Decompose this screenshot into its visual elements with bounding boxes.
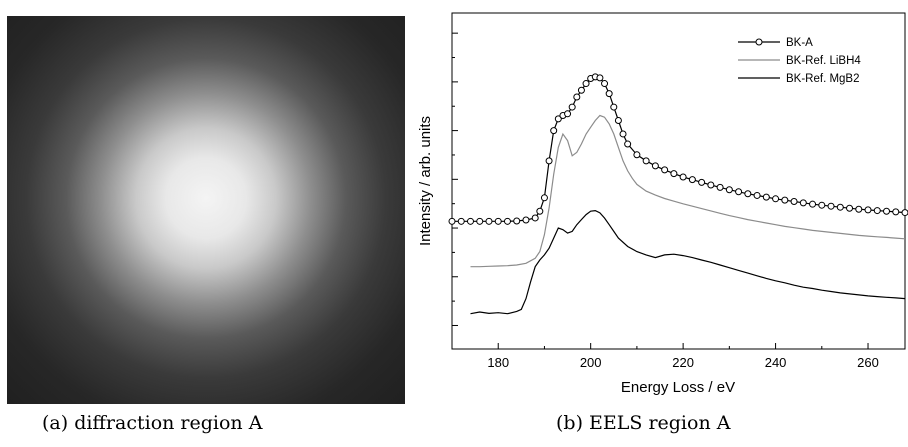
legend-marker-0 bbox=[755, 38, 763, 46]
x-axis-title: Energy Loss / eV bbox=[621, 379, 735, 396]
series-0-point bbox=[883, 207, 891, 215]
caption-a: (a) diffraction region A bbox=[42, 412, 263, 434]
series-0-point bbox=[485, 217, 493, 225]
series-0-point bbox=[790, 197, 798, 205]
series-group bbox=[448, 73, 908, 315]
diffraction-pattern-image bbox=[7, 16, 405, 404]
series-0-point bbox=[540, 194, 548, 202]
series-0-point bbox=[494, 217, 502, 225]
series-0-point bbox=[619, 130, 627, 138]
series-0-point bbox=[809, 200, 817, 208]
series-0-point bbox=[753, 191, 761, 199]
series-0-point bbox=[716, 183, 724, 191]
series-0-point bbox=[573, 93, 581, 101]
series-0-point bbox=[679, 173, 687, 181]
series-0-point bbox=[707, 181, 715, 189]
series-line-0 bbox=[452, 76, 906, 222]
series-0-point bbox=[582, 80, 590, 88]
series-0-point bbox=[735, 188, 743, 196]
series-0-point bbox=[744, 190, 752, 198]
series-0-point bbox=[698, 178, 706, 186]
series-0-point bbox=[818, 201, 826, 209]
x-tick-label-180: 180 bbox=[487, 355, 509, 370]
series-0-point bbox=[596, 74, 604, 82]
legend-label-1: BK-Ref. LiBH4 bbox=[786, 55, 861, 67]
series-0-point bbox=[605, 90, 613, 98]
series-0-point bbox=[457, 217, 465, 225]
x-tick-label-220: 220 bbox=[672, 355, 694, 370]
series-0-point bbox=[855, 205, 863, 213]
series-0-point bbox=[550, 127, 558, 135]
series-0-point bbox=[725, 186, 733, 194]
series-0-point bbox=[892, 208, 900, 216]
series-0-point bbox=[624, 140, 632, 148]
series-0-point bbox=[614, 117, 622, 125]
eels-chart: 180 200 220 240 260 Energy Loss / eV Intensi… bbox=[417, 12, 908, 396]
series-0-point bbox=[564, 110, 572, 118]
series-0-point bbox=[651, 162, 659, 170]
series-0-point bbox=[661, 166, 669, 174]
series-0-point bbox=[536, 207, 544, 215]
series-0-point bbox=[448, 217, 456, 225]
legend-label-0: BK-A bbox=[786, 37, 813, 49]
x-ticks: 180 200 220 240 260 bbox=[451, 343, 879, 370]
series-0-point bbox=[503, 217, 511, 225]
series-0-point bbox=[762, 193, 770, 201]
plot-area: 180 200 220 240 260 bbox=[448, 12, 908, 370]
series-0-point bbox=[781, 196, 789, 204]
series-0-point bbox=[846, 204, 854, 212]
series-0-point bbox=[577, 86, 585, 94]
series-0-point bbox=[610, 103, 618, 111]
series-0-point bbox=[466, 217, 474, 225]
series-0-point bbox=[545, 157, 553, 165]
plot-frame bbox=[451, 12, 906, 350]
series-0-point bbox=[901, 209, 908, 217]
y-axis-title: Intensity / arb. units bbox=[417, 116, 434, 246]
series-0-point bbox=[836, 203, 844, 211]
series-0-point bbox=[688, 176, 696, 184]
series-0-point bbox=[670, 170, 678, 178]
series-0-point bbox=[601, 80, 609, 88]
series-0-point bbox=[642, 157, 650, 165]
series-0-point bbox=[568, 103, 576, 111]
legend-label-2: BK-Ref. MgB2 bbox=[786, 73, 860, 85]
series-line-1 bbox=[470, 114, 906, 268]
series-0-point bbox=[476, 217, 484, 225]
series-0-point bbox=[554, 115, 562, 123]
x-tick-label-260: 260 bbox=[857, 355, 879, 370]
series-0-point bbox=[827, 202, 835, 210]
x-tick-label-240: 240 bbox=[765, 355, 787, 370]
series-line-2 bbox=[470, 209, 906, 315]
series-0-point bbox=[799, 199, 807, 207]
series-0-point bbox=[522, 216, 530, 224]
y-ticks bbox=[452, 32, 458, 326]
series-0-point bbox=[772, 195, 780, 203]
legend: BK-A BK-Ref. LiBH4 BK-Ref. MgB2 bbox=[738, 37, 861, 85]
series-0-point bbox=[873, 207, 881, 215]
series-0-point bbox=[531, 214, 539, 222]
series-0-point bbox=[864, 206, 872, 214]
series-0-point bbox=[633, 151, 641, 159]
caption-b: (b) EELS region A bbox=[556, 412, 731, 434]
x-tick-label-200: 200 bbox=[580, 355, 602, 370]
series-0-point bbox=[513, 217, 521, 225]
